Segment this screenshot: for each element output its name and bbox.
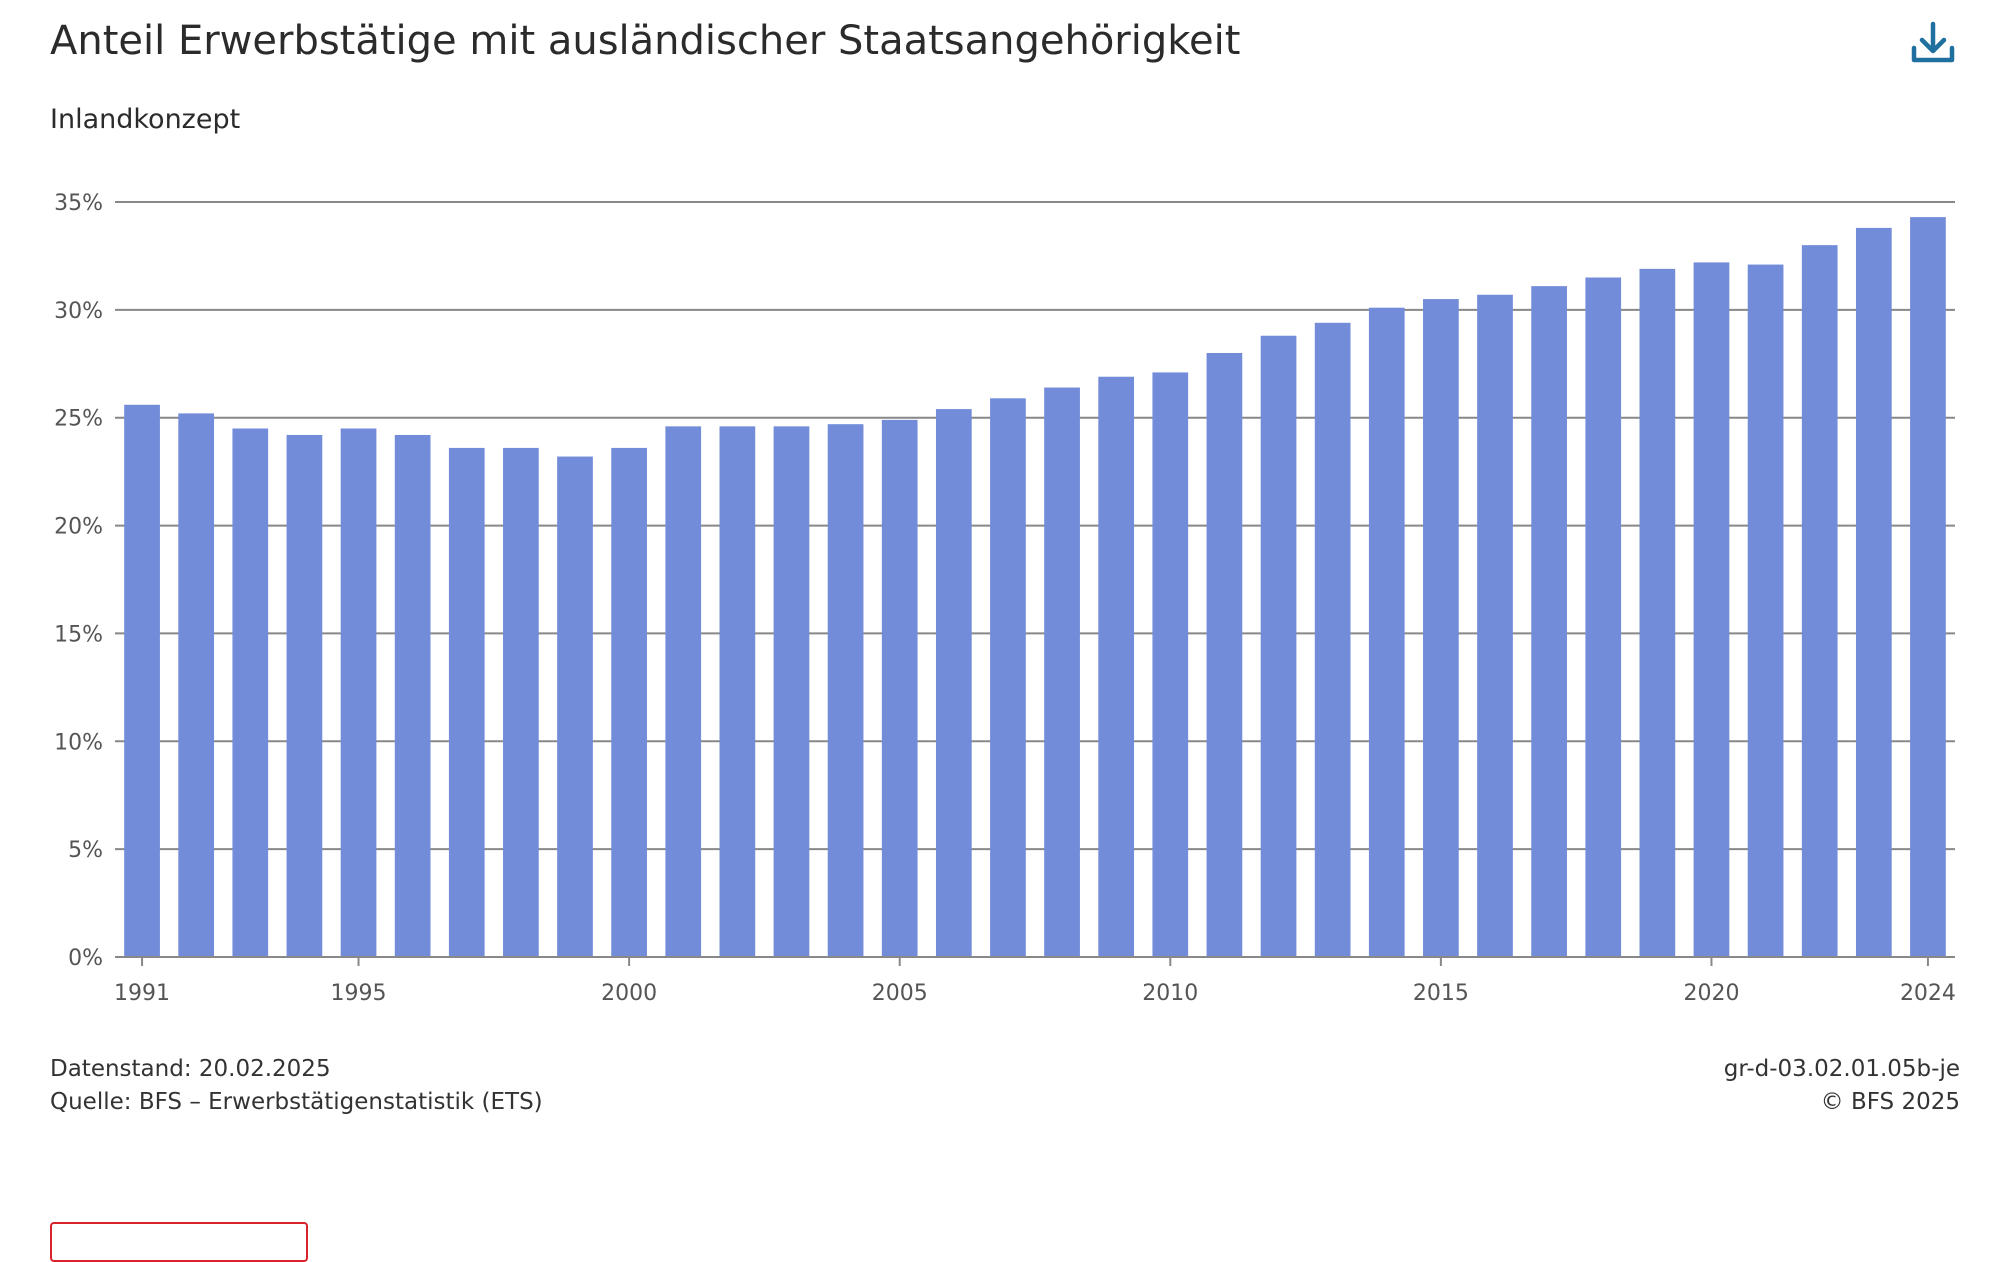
bar xyxy=(340,428,377,957)
bar xyxy=(1477,294,1513,957)
x-tick-label: 1995 xyxy=(331,981,387,1006)
bar xyxy=(124,404,160,957)
chart-title: Anteil Erwerbstätige mit ausländischer S… xyxy=(50,18,1241,64)
y-tick-label: 15% xyxy=(54,622,103,647)
bar xyxy=(394,434,431,957)
bar xyxy=(1152,372,1189,957)
footer-source: Datenstand: 20.02.2025 Quelle: BFS – Erw… xyxy=(50,1053,543,1119)
bar xyxy=(665,426,702,957)
y-tick-label: 30% xyxy=(54,299,103,324)
download-button[interactable] xyxy=(1908,18,1958,68)
bar xyxy=(1639,268,1676,957)
x-axis-ticks: 1991 1995 2000 2005 2010 2015 2020 2024 xyxy=(114,957,1956,1006)
chart-id: gr-d-03.02.01.05b-je xyxy=(1723,1056,1960,1082)
bar xyxy=(178,413,215,957)
x-tick-label: 2000 xyxy=(601,981,657,1006)
bar xyxy=(827,424,864,958)
bar xyxy=(1044,387,1080,957)
bar xyxy=(1260,335,1297,957)
bar xyxy=(1693,262,1730,957)
footer-meta: gr-d-03.02.01.05b-je © BFS 2025 xyxy=(1724,1053,1960,1119)
y-tick-label: 0% xyxy=(68,946,103,971)
y-axis-ticks: 0% 5% 10% 15% 20% 25% 30% 35% xyxy=(54,191,103,971)
x-tick-label: 2005 xyxy=(872,981,928,1006)
copyright: © BFS 2025 xyxy=(1820,1089,1960,1115)
bar xyxy=(1747,264,1784,957)
bar xyxy=(503,447,539,957)
bar xyxy=(1531,286,1567,958)
action-button[interactable] xyxy=(50,1222,308,1262)
bar xyxy=(611,447,647,957)
bar xyxy=(719,426,756,957)
y-tick-label: 5% xyxy=(68,838,103,863)
x-tick-label: 1991 xyxy=(114,981,170,1006)
bars xyxy=(124,217,1946,958)
bar xyxy=(1368,307,1405,957)
bar xyxy=(1098,376,1135,957)
bar xyxy=(1855,227,1892,957)
y-tick-label: 35% xyxy=(54,191,103,216)
bar xyxy=(990,398,1026,957)
grid-lines xyxy=(115,201,1955,851)
bar xyxy=(1910,217,1946,958)
y-tick-label: 20% xyxy=(54,515,103,540)
bar xyxy=(1423,299,1459,958)
x-tick-label: 2015 xyxy=(1413,981,1469,1006)
bar xyxy=(557,456,593,957)
bar xyxy=(773,426,810,957)
bar xyxy=(1314,322,1351,957)
x-tick-label: 2024 xyxy=(1900,981,1956,1006)
download-icon xyxy=(1911,21,1955,63)
y-tick-label: 10% xyxy=(54,730,103,755)
bar-chart: 0% 5% 10% 15% 20% 25% 30% 35% 1991 1995 2000 2005 2… xyxy=(54,191,1956,1006)
bar xyxy=(935,409,972,958)
bar xyxy=(232,428,269,957)
y-tick-label: 25% xyxy=(54,407,103,432)
x-tick-label: 2010 xyxy=(1142,981,1198,1006)
bar xyxy=(1206,353,1243,957)
bar xyxy=(881,419,918,957)
bar xyxy=(286,434,323,957)
bar xyxy=(1585,277,1622,957)
data-source: Quelle: BFS – Erwerbstätigenstatistik (E… xyxy=(50,1089,543,1115)
chart-subtitle: Inlandkonzept xyxy=(50,104,241,135)
data-date: Datenstand: 20.02.2025 xyxy=(50,1056,331,1082)
bar xyxy=(1801,245,1838,958)
x-tick-label: 2020 xyxy=(1683,981,1739,1006)
bar xyxy=(448,447,485,957)
